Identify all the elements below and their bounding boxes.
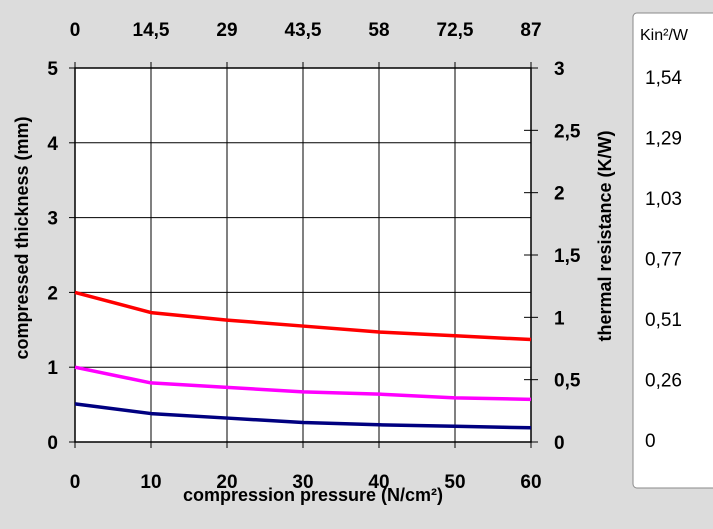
x-top-tick-label: 87 [520, 20, 541, 41]
x-tick-label: 50 [444, 472, 465, 493]
x-top-tick-label: 43,5 [285, 20, 322, 41]
y-tick-label: 4 [47, 134, 58, 155]
y2-tick-label: 2 [554, 184, 565, 205]
y-tick-label: 2 [47, 283, 58, 304]
series-line-2 [74, 365, 532, 402]
side-scale-value: 0,26 [645, 371, 682, 392]
y-tick-label: 0 [47, 433, 58, 454]
y-axis-title: compressed thickness (mm) [12, 116, 32, 359]
x-tick-label: 40 [368, 472, 389, 493]
x-top-tick-label: 0 [70, 20, 81, 41]
x-tick-label: 60 [520, 472, 541, 493]
x-top-tick-label: 72,5 [437, 20, 474, 41]
side-scale-values: 1,54 1,29 1,03 0,77 0,51 0,26 0 [645, 68, 682, 452]
side-scale-value: 1,03 [645, 189, 682, 210]
y2-tick-label: 1 [554, 308, 565, 329]
y2-tick-label: 1,5 [554, 246, 581, 267]
y2-tick-label: 2,5 [554, 121, 581, 142]
side-scale-panel [632, 12, 713, 489]
y-tick-label: 5 [47, 59, 58, 80]
tick-group: 001014,520293043,540585072,5608701234500… [47, 20, 580, 493]
side-scale-value: 1,54 [645, 68, 682, 89]
y2-tick-label: 3 [554, 59, 565, 80]
series-group [74, 290, 532, 430]
side-scale-value: 0,77 [645, 250, 682, 271]
grid [75, 68, 531, 442]
y2-tick-label: 0,5 [554, 371, 581, 392]
x-tick-label: 20 [216, 472, 237, 493]
y-tick-label: 1 [47, 358, 58, 379]
side-scale-header: Kin²/W [640, 27, 689, 44]
x-top-tick-label: 14,5 [133, 20, 170, 41]
x-top-tick-label: 29 [216, 20, 237, 41]
series-line-3 [74, 402, 532, 430]
series-line-1 [74, 290, 532, 342]
x-tick-label: 30 [292, 472, 313, 493]
x-axis-title: compression pressure (N/cm²) [183, 485, 443, 505]
y2-tick-label: 0 [554, 433, 565, 454]
y-tick-label: 3 [47, 209, 58, 230]
x-top-tick-label: 58 [368, 20, 389, 41]
x-tick-label: 10 [140, 472, 161, 493]
side-scale-value: 1,29 [645, 129, 682, 150]
x-tick-label: 0 [70, 472, 81, 493]
side-scale-value: 0,51 [645, 310, 682, 331]
side-scale-value: 0 [645, 431, 656, 452]
y2-axis-title: thermal resistance (K/W) [595, 130, 615, 341]
